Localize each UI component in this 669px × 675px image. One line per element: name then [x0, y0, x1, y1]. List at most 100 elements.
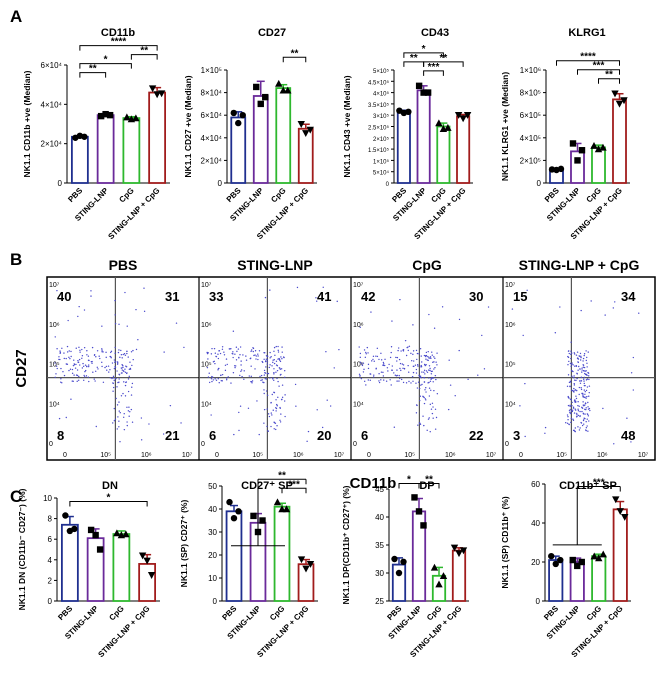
event-dot [240, 364, 242, 366]
sig-label: *** [593, 478, 605, 489]
event-dot [570, 341, 572, 343]
event-dot [569, 385, 571, 387]
event-dot [232, 351, 234, 353]
event-dot [75, 347, 77, 349]
event-dot [275, 428, 277, 431]
event-dot [578, 405, 580, 407]
event-dot [79, 351, 81, 353]
event-dot [128, 368, 131, 371]
event-dot [250, 365, 252, 367]
event-dot [225, 379, 228, 381]
event-dot [567, 415, 569, 418]
y-tick-label: 40 [531, 519, 540, 528]
event-dot [98, 355, 100, 357]
event-dot [109, 376, 112, 379]
quadrant-value: 42 [361, 289, 375, 304]
event-dot [85, 365, 88, 368]
chart-title: CD27⁺ SP [241, 480, 293, 492]
event-dot [434, 428, 437, 430]
event-dot [571, 409, 574, 411]
event-dot [574, 389, 577, 391]
event-dot [390, 351, 392, 354]
event-dot [587, 430, 589, 432]
charts-layer: CD11b NK1.1 CD11b +ve (Median) 0 2×10⁴ 4×10⁴… [13, 27, 656, 659]
event-dot [426, 429, 428, 432]
event-dot [418, 353, 420, 355]
event-dot [250, 375, 252, 378]
event-dot [84, 364, 87, 366]
event-dot [544, 432, 546, 434]
event-dot [579, 415, 581, 418]
y-tick-label: 20 [531, 558, 540, 567]
data-point [96, 546, 104, 553]
event-dot [588, 391, 590, 394]
data-point [106, 111, 114, 119]
event-dot [83, 309, 86, 311]
sig-label: ** [140, 46, 148, 57]
event-dot [316, 409, 318, 411]
y-tick-label: 6×10⁴ [41, 61, 63, 70]
event-dot [117, 362, 119, 364]
event-dot [207, 376, 210, 378]
event-dot [61, 382, 63, 384]
event-dot [424, 389, 426, 391]
event-dot [363, 349, 366, 351]
event-dot [398, 358, 401, 361]
event-dot [385, 380, 388, 382]
event-dot [415, 404, 418, 406]
event-dot [101, 325, 103, 327]
data-point [297, 121, 305, 128]
event-dot [583, 423, 585, 425]
event-dot [571, 401, 573, 404]
chart-c2: CD27⁺ SP NK1.1 (SP) CD27⁺ (%) 0 10 20 30 40 50 P… [179, 470, 318, 659]
event-dot [419, 422, 421, 424]
event-dot [114, 352, 116, 354]
event-dot [118, 378, 120, 380]
event-dot [423, 381, 426, 383]
event-dot [54, 362, 56, 364]
event-dot [580, 309, 582, 312]
event-dot [586, 356, 588, 359]
sig-label: **** [580, 52, 596, 63]
data-point [411, 494, 418, 501]
event-dot [569, 380, 572, 383]
event-dot [78, 375, 80, 378]
data-point [574, 562, 581, 570]
event-dot [419, 376, 422, 378]
data-point [578, 558, 585, 566]
x-tick-label: PBS [220, 604, 238, 622]
event-dot [581, 392, 583, 395]
event-dot [359, 352, 362, 355]
event-dot [425, 391, 427, 393]
y-tick-label: 2×10⁵ [373, 136, 390, 143]
event-dot [420, 384, 422, 386]
data-point [400, 558, 407, 565]
event-dot [430, 378, 432, 380]
event-dot [571, 405, 573, 407]
event-dot [77, 379, 80, 382]
event-dot [129, 361, 131, 363]
sig-bracket [79, 72, 107, 78]
event-dot [252, 347, 255, 350]
event-dot [270, 425, 272, 428]
event-dot [584, 370, 586, 372]
event-dot [411, 375, 414, 378]
bar-cpg [591, 146, 606, 184]
event-dot [588, 395, 590, 397]
x-tick-label: PBS [543, 186, 561, 204]
event-dot [279, 419, 281, 422]
event-dot [382, 371, 384, 374]
x-tick-label: 10⁵ [404, 452, 415, 459]
event-dot [265, 355, 268, 357]
event-dot [586, 425, 588, 427]
event-dot [273, 359, 275, 361]
event-dot [219, 352, 222, 355]
y-tick-label: 10⁷ [49, 282, 60, 289]
event-dot [396, 374, 399, 377]
event-dot [365, 351, 367, 354]
y-tick-label: 2×10⁵ [520, 156, 541, 165]
event-dot [578, 429, 581, 431]
data-point [459, 115, 467, 123]
event-dot [101, 361, 103, 364]
event-dot [573, 429, 575, 432]
